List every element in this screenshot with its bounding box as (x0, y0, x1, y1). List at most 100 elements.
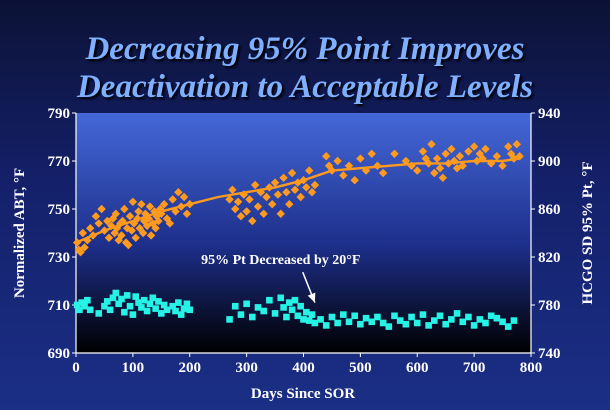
abt-data-point (373, 161, 382, 170)
abt-data-point (177, 202, 186, 211)
y-left-tick-label: 750 (48, 202, 71, 218)
pt95-data-point (328, 313, 336, 321)
abt-data-point (140, 216, 149, 226)
pt95-data-point (237, 311, 245, 318)
y-axis-right-title: HCGO SD 95% Pt, °F (580, 161, 596, 304)
pt95-data-point (453, 310, 461, 317)
pt95-data-point (470, 322, 478, 329)
abt-data-point (512, 140, 521, 149)
pt95-data-point (283, 313, 290, 321)
pt95-data-point (266, 296, 273, 304)
pt95-data-point (103, 298, 111, 305)
abt-data-point (171, 207, 180, 216)
y-right-tick-label: 740 (538, 346, 561, 362)
abt-data-point (430, 168, 439, 178)
x-tick-label: 200 (179, 360, 202, 376)
abt-data-point (270, 178, 280, 187)
pt95-data-point (112, 289, 120, 297)
abt-data-point (80, 243, 89, 252)
abt-data-point (104, 233, 114, 242)
abt-data-point (174, 188, 183, 197)
abt-data-point (137, 200, 146, 209)
chart-title-line-2: Deactivation to Acceptable Levels (76, 69, 534, 105)
pt95-data-point (149, 294, 157, 302)
pt95-data-point (510, 317, 518, 324)
pt95-data-point (146, 300, 154, 308)
pt95-data-point (499, 318, 506, 326)
pt95-data-point (126, 302, 134, 310)
abt-data-point (228, 185, 237, 194)
pt95-data-point (476, 316, 484, 323)
pt95-data-point (385, 323, 393, 330)
pt95-data-point (277, 294, 285, 302)
pt95-data-point (408, 313, 415, 321)
abt-data-point (333, 156, 342, 166)
abt-data-point (438, 173, 448, 182)
abt-data-point (145, 202, 155, 211)
pt95-data-point (419, 311, 427, 318)
abt-data-point (117, 231, 126, 240)
pt95-data-point (391, 312, 398, 320)
points-layer (72, 140, 524, 330)
pt95-data-point (143, 307, 151, 315)
chart-title-line-1: Decreasing 95% Point Improves (85, 31, 525, 67)
pt95-data-point (73, 301, 81, 309)
x-tick-label: 100 (122, 360, 145, 376)
pt95-data-point (158, 310, 165, 317)
pt95-data-point (271, 310, 279, 317)
abt-data-point (492, 152, 502, 161)
pt95-data-point (482, 319, 489, 327)
abt-data-point (248, 216, 257, 226)
pt95-data-point (374, 313, 381, 321)
axes: 0 100 200 300 400 500 600 700 800 690 710 730 750 770… (48, 106, 561, 376)
x-tick-label: 800 (520, 360, 543, 376)
y-axis-left-title: Normalized ABT, °F (12, 168, 28, 298)
pt95-data-point (84, 296, 91, 304)
pt95-data-point (180, 305, 188, 312)
pt95-data-point (504, 323, 512, 330)
pt95-data-point (231, 302, 239, 310)
abt-data-point (273, 190, 283, 199)
abt-data-point (157, 209, 166, 218)
abt-data-point (168, 195, 177, 204)
abt-data-point (103, 216, 112, 226)
abt-data-point (128, 197, 138, 206)
pt95-data-point (172, 307, 179, 315)
abt-data-point (327, 166, 337, 175)
abt-data-point (344, 161, 354, 170)
abt-data-point (225, 195, 234, 204)
pt95-data-point (291, 296, 299, 304)
y-right-tick-label: 860 (538, 202, 561, 218)
pt95-data-point (345, 318, 353, 326)
abt-data-point (310, 180, 320, 190)
pt95-data-point (254, 304, 262, 311)
abt-data-point (418, 147, 428, 156)
pt95-data-point (132, 293, 140, 300)
pt95-data-point (322, 322, 330, 329)
pt95-data-point (285, 299, 293, 306)
abt-data-point (307, 188, 317, 197)
x-axis-title: Days Since SOR (251, 386, 355, 402)
abt-data-point (91, 212, 101, 221)
pt95-data-point (186, 306, 194, 314)
abt-data-point (469, 142, 479, 151)
abt-data-point (120, 204, 129, 214)
abt-data-point (78, 228, 88, 238)
pt95-data-point (152, 305, 159, 312)
abt-data-point (450, 156, 459, 166)
y-right-tick-label: 900 (538, 154, 561, 170)
y-left-tick-label: 790 (48, 106, 71, 122)
pt95-data-point (402, 320, 410, 328)
pt95-data-point (169, 302, 176, 310)
abt-data-point (165, 219, 175, 228)
annotation-arrow-head (307, 292, 316, 303)
pt95-data-point (311, 319, 319, 327)
pt95-data-point (396, 317, 404, 324)
abt-data-point (401, 156, 411, 166)
abt-data-point (279, 173, 288, 182)
annotation-label: 95% Pt Decreased by 20°F (201, 253, 360, 268)
abt-data-point (302, 183, 311, 192)
pt95-data-point (368, 318, 376, 326)
pt95-data-point (115, 300, 122, 308)
abt-data-point (361, 166, 371, 175)
